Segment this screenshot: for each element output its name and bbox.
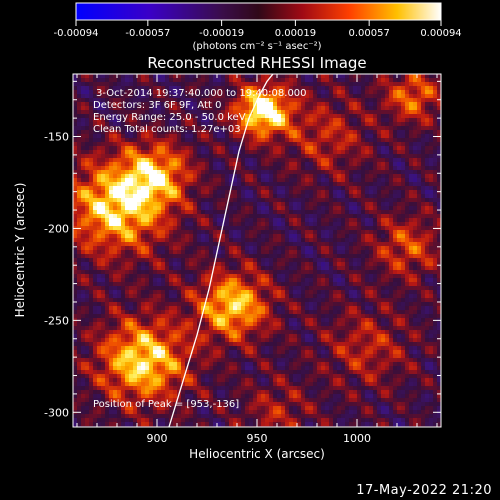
annotation-detectors: Detectors: 3F 6F 9F, Att 0 [93, 100, 221, 111]
annotation-time-range: 3-Oct-2014 19:37:40.000 to 19:40:08.000 [96, 88, 307, 99]
y-tick-label: -200 [44, 222, 69, 235]
colorbar-tick-label: -0.00057 [125, 28, 170, 39]
colorbar-tick-label: 0.00019 [275, 28, 316, 39]
colorbar-gradient [75, 2, 442, 21]
footer-timestamp: 17-May-2022 21:20 [356, 483, 492, 498]
colorbar-unit-label: (photons cm⁻² s⁻¹ asec⁻²) [192, 41, 321, 52]
y-tick-label: -250 [44, 314, 69, 327]
colorbar: -0.00094 -0.00057 -0.00019 0.00019 0.00057 0.… [54, 2, 462, 52]
chart-title: Reconstructed RHESSI Image [147, 54, 366, 72]
annotation-energy-range: Energy Range: 25.0 - 50.0 keV [93, 112, 246, 123]
x-tick-label: 900 [147, 432, 168, 445]
annotation-clean-counts: Clean Total counts: 1.27e+03 [93, 124, 241, 135]
heatmap [73, 74, 441, 427]
y-axis: -150 -200 -250 -300 [44, 80, 441, 419]
x-tick-label: 950 [247, 432, 268, 445]
peak-position-label: Position of Peak = [953,-136] [93, 399, 239, 410]
y-tick-label: -150 [44, 131, 69, 144]
y-tick-label: -300 [44, 406, 69, 419]
colorbar-tick-label: 0.00057 [348, 28, 389, 39]
x-axis-title: Heliocentric X (arcsec) [189, 447, 325, 461]
y-axis-title: Heliocentric Y (arcsec) [13, 183, 27, 318]
colorbar-tick-label: 0.00094 [420, 28, 461, 39]
annotation-block: 3-Oct-2014 19:37:40.000 to 19:40:08.000 … [93, 88, 307, 135]
colorbar-ticks: -0.00094 -0.00057 -0.00019 0.00019 0.00057 0.… [54, 20, 462, 39]
colorbar-tick-label: -0.00094 [54, 28, 99, 39]
x-tick-label: 1000 [343, 432, 371, 445]
colorbar-tick-label: -0.00019 [199, 28, 244, 39]
solar-limb-curve [168, 74, 274, 427]
x-axis: 900 950 1000 [76, 74, 438, 445]
